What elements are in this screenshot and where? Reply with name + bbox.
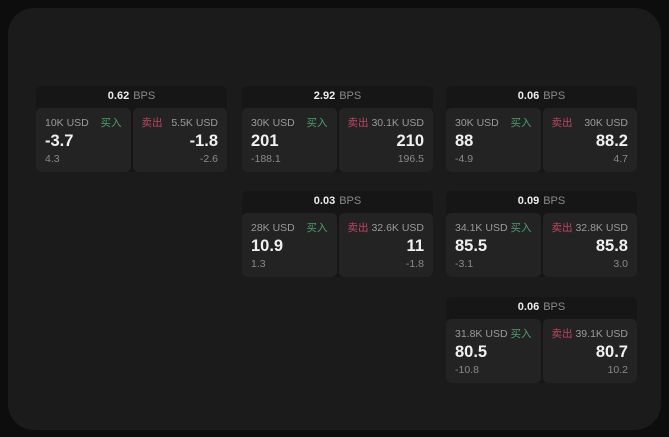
bps-header: 0.06 BPS	[446, 86, 637, 106]
buy-size: 28K USD	[251, 221, 295, 234]
sell-side-label: 卖出	[551, 117, 573, 129]
sell-side-label: 卖出	[347, 117, 369, 129]
buy-price: 88	[455, 131, 474, 150]
buy-side-label: 买入	[100, 117, 122, 129]
bps-header: 2.92 BPS	[242, 86, 433, 106]
sell-size: 32.8K USD	[575, 221, 628, 234]
sell-change: 4.7	[613, 153, 628, 165]
quote-card-2[interactable]: 2.92 BPS 30K USD 买入 201 -188.1 卖出 30.1K …	[242, 86, 433, 172]
sell-price: 11	[406, 236, 424, 255]
sell-side-label: 卖出	[141, 117, 163, 129]
sell-size: 30K USD	[584, 116, 628, 129]
bps-value: 0.09	[517, 195, 540, 207]
bps-label: BPS	[133, 90, 156, 102]
sell-size: 30.1K USD	[371, 116, 424, 129]
buy-panel[interactable]: 34.1K USD 买入 85.5 -3.1	[446, 213, 541, 277]
bps-value: 0.62	[107, 90, 130, 102]
bps-label: BPS	[543, 195, 566, 207]
bps-label: BPS	[339, 195, 362, 207]
bps-value: 0.06	[517, 301, 540, 313]
buy-side-label: 买入	[510, 328, 532, 340]
sell-size: 5.5K USD	[171, 116, 218, 129]
buy-price: 10.9	[251, 236, 284, 255]
buy-size: 30K USD	[455, 116, 499, 129]
sell-size: 39.1K USD	[575, 327, 628, 340]
buy-change: 4.3	[45, 153, 60, 165]
quote-card-6[interactable]: 0.06 BPS 31.8K USD 买入 80.5 -10.8 卖出 39.1…	[446, 297, 637, 383]
sell-panel[interactable]: 卖出 32.8K USD 85.8 3.0	[542, 213, 637, 277]
buy-price: 85.5	[455, 236, 488, 255]
sell-panel[interactable]: 卖出 30.1K USD 210 196.5	[338, 108, 433, 172]
bps-header: 0.06 BPS	[446, 297, 637, 317]
sell-change: 196.5	[397, 153, 424, 165]
buy-price: -3.7	[45, 131, 74, 150]
quote-card-4[interactable]: 0.03 BPS 28K USD 买入 10.9 1.3 卖出 32.6K US…	[242, 191, 433, 277]
sell-change: -2.6	[199, 153, 218, 165]
bps-label: BPS	[339, 90, 362, 102]
sell-price: 210	[396, 131, 424, 150]
sell-panel[interactable]: 卖出 39.1K USD 80.7 10.2	[542, 319, 637, 383]
buy-change: -4.9	[455, 153, 474, 165]
buy-side-label: 买入	[306, 117, 328, 129]
sell-price: -1.8	[189, 131, 218, 150]
sell-side-label: 卖出	[347, 222, 369, 234]
bps-value: 2.92	[313, 90, 336, 102]
buy-side-label: 买入	[510, 117, 532, 129]
buy-size: 31.8K USD	[455, 327, 508, 340]
buy-size: 30K USD	[251, 116, 295, 129]
sell-side-label: 卖出	[551, 328, 573, 340]
sell-change: 3.0	[613, 258, 628, 270]
buy-size: 34.1K USD	[455, 221, 508, 234]
buy-change: -3.1	[455, 258, 474, 270]
buy-change: -10.8	[455, 364, 479, 376]
buy-price: 80.5	[455, 342, 488, 361]
buy-size: 10K USD	[45, 116, 89, 129]
sell-size: 32.6K USD	[371, 221, 424, 234]
buy-panel[interactable]: 30K USD 买入 88 -4.9	[446, 108, 541, 172]
bps-header: 0.03 BPS	[242, 191, 433, 211]
bps-value: 0.03	[313, 195, 336, 207]
bps-header: 0.62 BPS	[36, 86, 227, 106]
sell-side-label: 卖出	[551, 222, 573, 234]
buy-side-label: 买入	[510, 222, 532, 234]
bps-value: 0.06	[517, 90, 540, 102]
quote-card-1[interactable]: 0.62 BPS 10K USD 买入 -3.7 4.3 卖出 5.5K USD…	[36, 86, 227, 172]
sell-change: 10.2	[607, 364, 628, 376]
buy-panel[interactable]: 30K USD 买入 201 -188.1	[242, 108, 337, 172]
sell-panel[interactable]: 卖出 32.6K USD 11 -1.8	[338, 213, 433, 277]
quote-card-5[interactable]: 0.09 BPS 34.1K USD 买入 85.5 -3.1 卖出 32.8K…	[446, 191, 637, 277]
buy-panel[interactable]: 10K USD 买入 -3.7 4.3	[36, 108, 131, 172]
quote-card-3[interactable]: 0.06 BPS 30K USD 买入 88 -4.9 卖出 30K USD 8…	[446, 86, 637, 172]
buy-panel[interactable]: 28K USD 买入 10.9 1.3	[242, 213, 337, 277]
bps-label: BPS	[543, 90, 566, 102]
buy-change: -188.1	[251, 153, 281, 165]
sell-price: 85.8	[595, 236, 628, 255]
sell-change: -1.8	[405, 258, 424, 270]
buy-price: 201	[251, 131, 279, 150]
bps-label: BPS	[543, 301, 566, 313]
buy-change: 1.3	[251, 258, 266, 270]
sell-panel[interactable]: 卖出 30K USD 88.2 4.7	[542, 108, 637, 172]
sell-price: 88.2	[595, 131, 628, 150]
buy-panel[interactable]: 31.8K USD 买入 80.5 -10.8	[446, 319, 541, 383]
buy-side-label: 买入	[306, 222, 328, 234]
bps-header: 0.09 BPS	[446, 191, 637, 211]
sell-panel[interactable]: 卖出 5.5K USD -1.8 -2.6	[132, 108, 227, 172]
sell-price: 80.7	[595, 342, 628, 361]
